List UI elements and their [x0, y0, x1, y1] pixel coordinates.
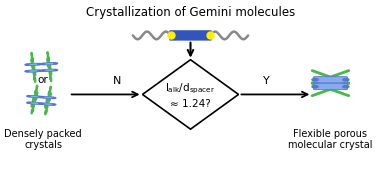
- Ellipse shape: [311, 85, 319, 89]
- Text: Crystallization of Gemini molecules: Crystallization of Gemini molecules: [86, 6, 295, 19]
- Ellipse shape: [52, 97, 57, 99]
- Ellipse shape: [41, 96, 55, 99]
- Ellipse shape: [342, 78, 350, 82]
- Ellipse shape: [24, 63, 29, 66]
- Text: Densely packed
crystals: Densely packed crystals: [4, 129, 82, 150]
- Text: Y: Y: [263, 76, 270, 86]
- Ellipse shape: [24, 70, 29, 73]
- Ellipse shape: [26, 63, 40, 66]
- Ellipse shape: [37, 69, 42, 72]
- Text: Flexible porous
molecular crystal: Flexible porous molecular crystal: [288, 129, 373, 150]
- Ellipse shape: [26, 70, 40, 72]
- Ellipse shape: [26, 95, 31, 97]
- Ellipse shape: [40, 96, 45, 98]
- Text: ≈ 1.24?: ≈ 1.24?: [170, 99, 211, 109]
- Ellipse shape: [41, 103, 55, 105]
- Ellipse shape: [42, 62, 57, 65]
- FancyBboxPatch shape: [169, 30, 212, 41]
- Ellipse shape: [42, 69, 57, 72]
- Ellipse shape: [40, 102, 45, 105]
- FancyBboxPatch shape: [313, 77, 348, 83]
- FancyBboxPatch shape: [313, 84, 348, 90]
- Ellipse shape: [40, 69, 45, 72]
- Ellipse shape: [26, 102, 31, 104]
- Ellipse shape: [38, 96, 43, 98]
- Text: or: or: [38, 75, 48, 85]
- Ellipse shape: [37, 63, 42, 65]
- Ellipse shape: [38, 102, 43, 105]
- Text: l$_{\mathrm{alk}}$/d$_{\mathrm{spacer}}$: l$_{\mathrm{alk}}$/d$_{\mathrm{spacer}}$: [165, 82, 216, 96]
- Ellipse shape: [52, 103, 57, 106]
- Ellipse shape: [28, 102, 41, 104]
- Polygon shape: [143, 60, 239, 129]
- Ellipse shape: [40, 63, 45, 65]
- Text: N: N: [113, 76, 121, 86]
- Ellipse shape: [53, 69, 58, 71]
- Ellipse shape: [53, 62, 58, 65]
- Ellipse shape: [311, 78, 319, 82]
- Ellipse shape: [28, 95, 41, 98]
- Ellipse shape: [342, 85, 350, 89]
